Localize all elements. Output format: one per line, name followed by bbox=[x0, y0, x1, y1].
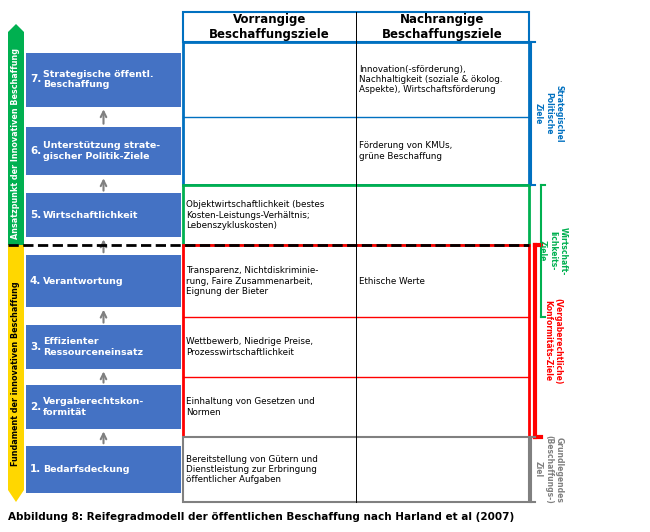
Text: Ethische Werte: Ethische Werte bbox=[359, 277, 425, 286]
Text: 3.: 3. bbox=[30, 342, 41, 352]
Bar bbox=[8, 42, 24, 245]
Text: Innovation(-sförderung),
Nachhaltigkeit (soziale & ökolog.
Aspekte), Wirtschafts: Innovation(-sförderung), Nachhaltigkeit … bbox=[359, 64, 502, 94]
Text: 6.: 6. bbox=[30, 146, 41, 156]
Text: 2.: 2. bbox=[30, 402, 41, 412]
Bar bbox=[26, 127, 181, 176]
Text: 1.: 1. bbox=[30, 464, 41, 475]
Bar bbox=[183, 42, 529, 185]
Bar bbox=[26, 255, 181, 307]
Text: Abbildung 8: Reifegradmodell der öffentlichen Beschaffung nach Harland et al (20: Abbildung 8: Reifegradmodell der öffentl… bbox=[8, 512, 514, 522]
Text: Unterstützung strate-
gischer Politik-Ziele: Unterstützung strate- gischer Politik-Zi… bbox=[43, 142, 160, 161]
Bar bbox=[183, 437, 529, 502]
Text: Grundlegendes
(Beschaffungs-)
Ziel: Grundlegendes (Beschaffungs-) Ziel bbox=[534, 435, 564, 504]
Bar bbox=[183, 245, 529, 437]
Text: Wettbewerb, Niedrige Preise,
Prozesswirtschaftlichkeit: Wettbewerb, Niedrige Preise, Prozesswirt… bbox=[186, 337, 313, 356]
Text: (Vergaberechtliche)
Konformitäts-Ziele: (Vergaberechtliche) Konformitäts-Ziele bbox=[543, 298, 563, 384]
Text: Effizienter
Ressourceneinsatz: Effizienter Ressourceneinsatz bbox=[43, 337, 143, 356]
Text: Transparenz, Nichtdiskriminie-
rung, Faire Zusammenarbeit,
Eignung der Bieter: Transparenz, Nichtdiskriminie- rung, Fai… bbox=[186, 266, 318, 296]
Text: 5.: 5. bbox=[30, 210, 41, 220]
Text: 4.: 4. bbox=[30, 276, 42, 286]
Text: Wirtschaftlichkeit: Wirtschaftlichkeit bbox=[43, 211, 138, 220]
Text: Strategischel
Politische
Ziele: Strategischel Politische Ziele bbox=[534, 85, 564, 142]
Text: 7.: 7. bbox=[30, 74, 42, 85]
Bar bbox=[26, 194, 181, 237]
Text: Objektwirtschaftlichkeit (bestes
Kosten-Leistungs-Verhältnis;
Lebenszykluskosten: Objektwirtschaftlichkeit (bestes Kosten-… bbox=[186, 200, 324, 230]
Text: Nachrangige
Beschaffungsziele: Nachrangige Beschaffungsziele bbox=[382, 13, 503, 41]
Text: Ansatzpunkt der Innovativen Beschaffung: Ansatzpunkt der Innovativen Beschaffung bbox=[12, 48, 21, 239]
Text: Vergaberechtskon-
formität: Vergaberechtskon- formität bbox=[43, 397, 144, 417]
Text: Einhaltung von Gesetzen und
Normen: Einhaltung von Gesetzen und Normen bbox=[186, 397, 315, 417]
Bar bbox=[183, 12, 529, 42]
Text: Bereitstellung von Gütern und
Dienstleistung zur Erbringung
öffentlicher Aufgabe: Bereitstellung von Gütern und Dienstleis… bbox=[186, 455, 318, 485]
Text: Bedarfsdeckung: Bedarfsdeckung bbox=[43, 465, 129, 474]
Bar bbox=[26, 446, 181, 493]
Text: Verantwortung: Verantwortung bbox=[43, 277, 124, 286]
Bar bbox=[26, 53, 181, 106]
Bar bbox=[26, 326, 181, 369]
Text: Strategische öffentl.
Beschaffung: Strategische öffentl. Beschaffung bbox=[43, 70, 153, 89]
Polygon shape bbox=[8, 24, 24, 42]
Text: Vorrangige
Beschaffungsziele: Vorrangige Beschaffungsziele bbox=[209, 13, 330, 41]
Bar bbox=[26, 385, 181, 429]
Text: Förderung von KMUs,
grüne Beschaffung: Förderung von KMUs, grüne Beschaffung bbox=[359, 142, 452, 161]
Text: Wirtschaft-
lichkeits-
Ziele: Wirtschaft- lichkeits- Ziele bbox=[538, 227, 568, 275]
Polygon shape bbox=[8, 245, 24, 502]
Bar bbox=[183, 185, 529, 245]
Text: Fundament der innovativen Beschaffung: Fundament der innovativen Beschaffung bbox=[12, 281, 21, 466]
